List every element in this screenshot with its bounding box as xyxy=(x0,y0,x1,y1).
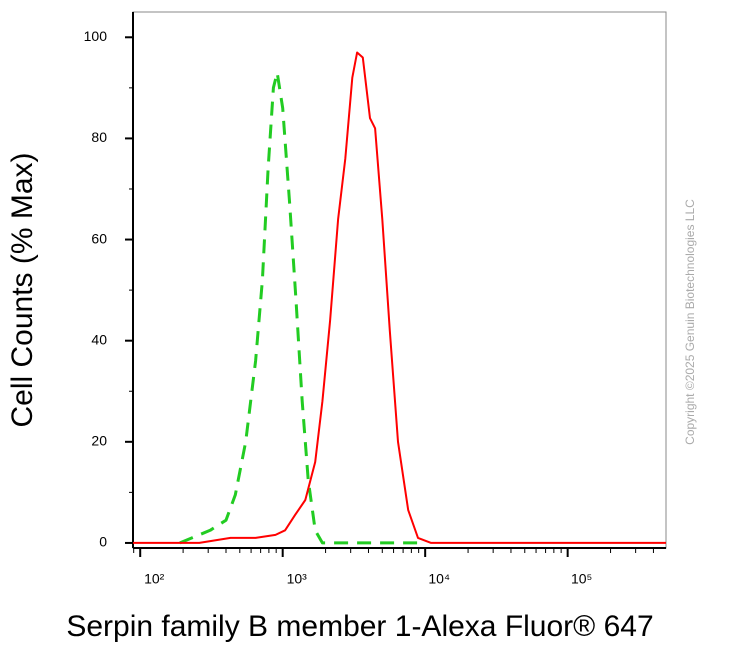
plot-frame xyxy=(132,11,667,549)
y-tick-label: 80 xyxy=(91,129,107,145)
copyright: Copyright ©2025 Genuin Biotechnologies L… xyxy=(683,199,697,445)
y-tick-label: 100 xyxy=(84,28,108,44)
x-tick-label: 10⁴ xyxy=(428,571,450,587)
x-tick-label: 10⁵ xyxy=(571,571,592,587)
x-tick-label: 10³ xyxy=(287,571,308,587)
y-tick-label: 20 xyxy=(91,433,107,449)
x-tick-label: 10² xyxy=(144,571,165,587)
histogram-curve xyxy=(133,51,666,544)
y-tick-label: 40 xyxy=(91,331,107,347)
y-tick-label: 0 xyxy=(99,534,107,550)
y-tick-label: 60 xyxy=(91,230,107,246)
x-axis-label: Serpin family B member 1-Alexa Fluor® 64… xyxy=(66,610,653,643)
histogram-curve xyxy=(179,71,420,545)
y-axis-label: Cell Counts (% Max) xyxy=(6,152,39,427)
